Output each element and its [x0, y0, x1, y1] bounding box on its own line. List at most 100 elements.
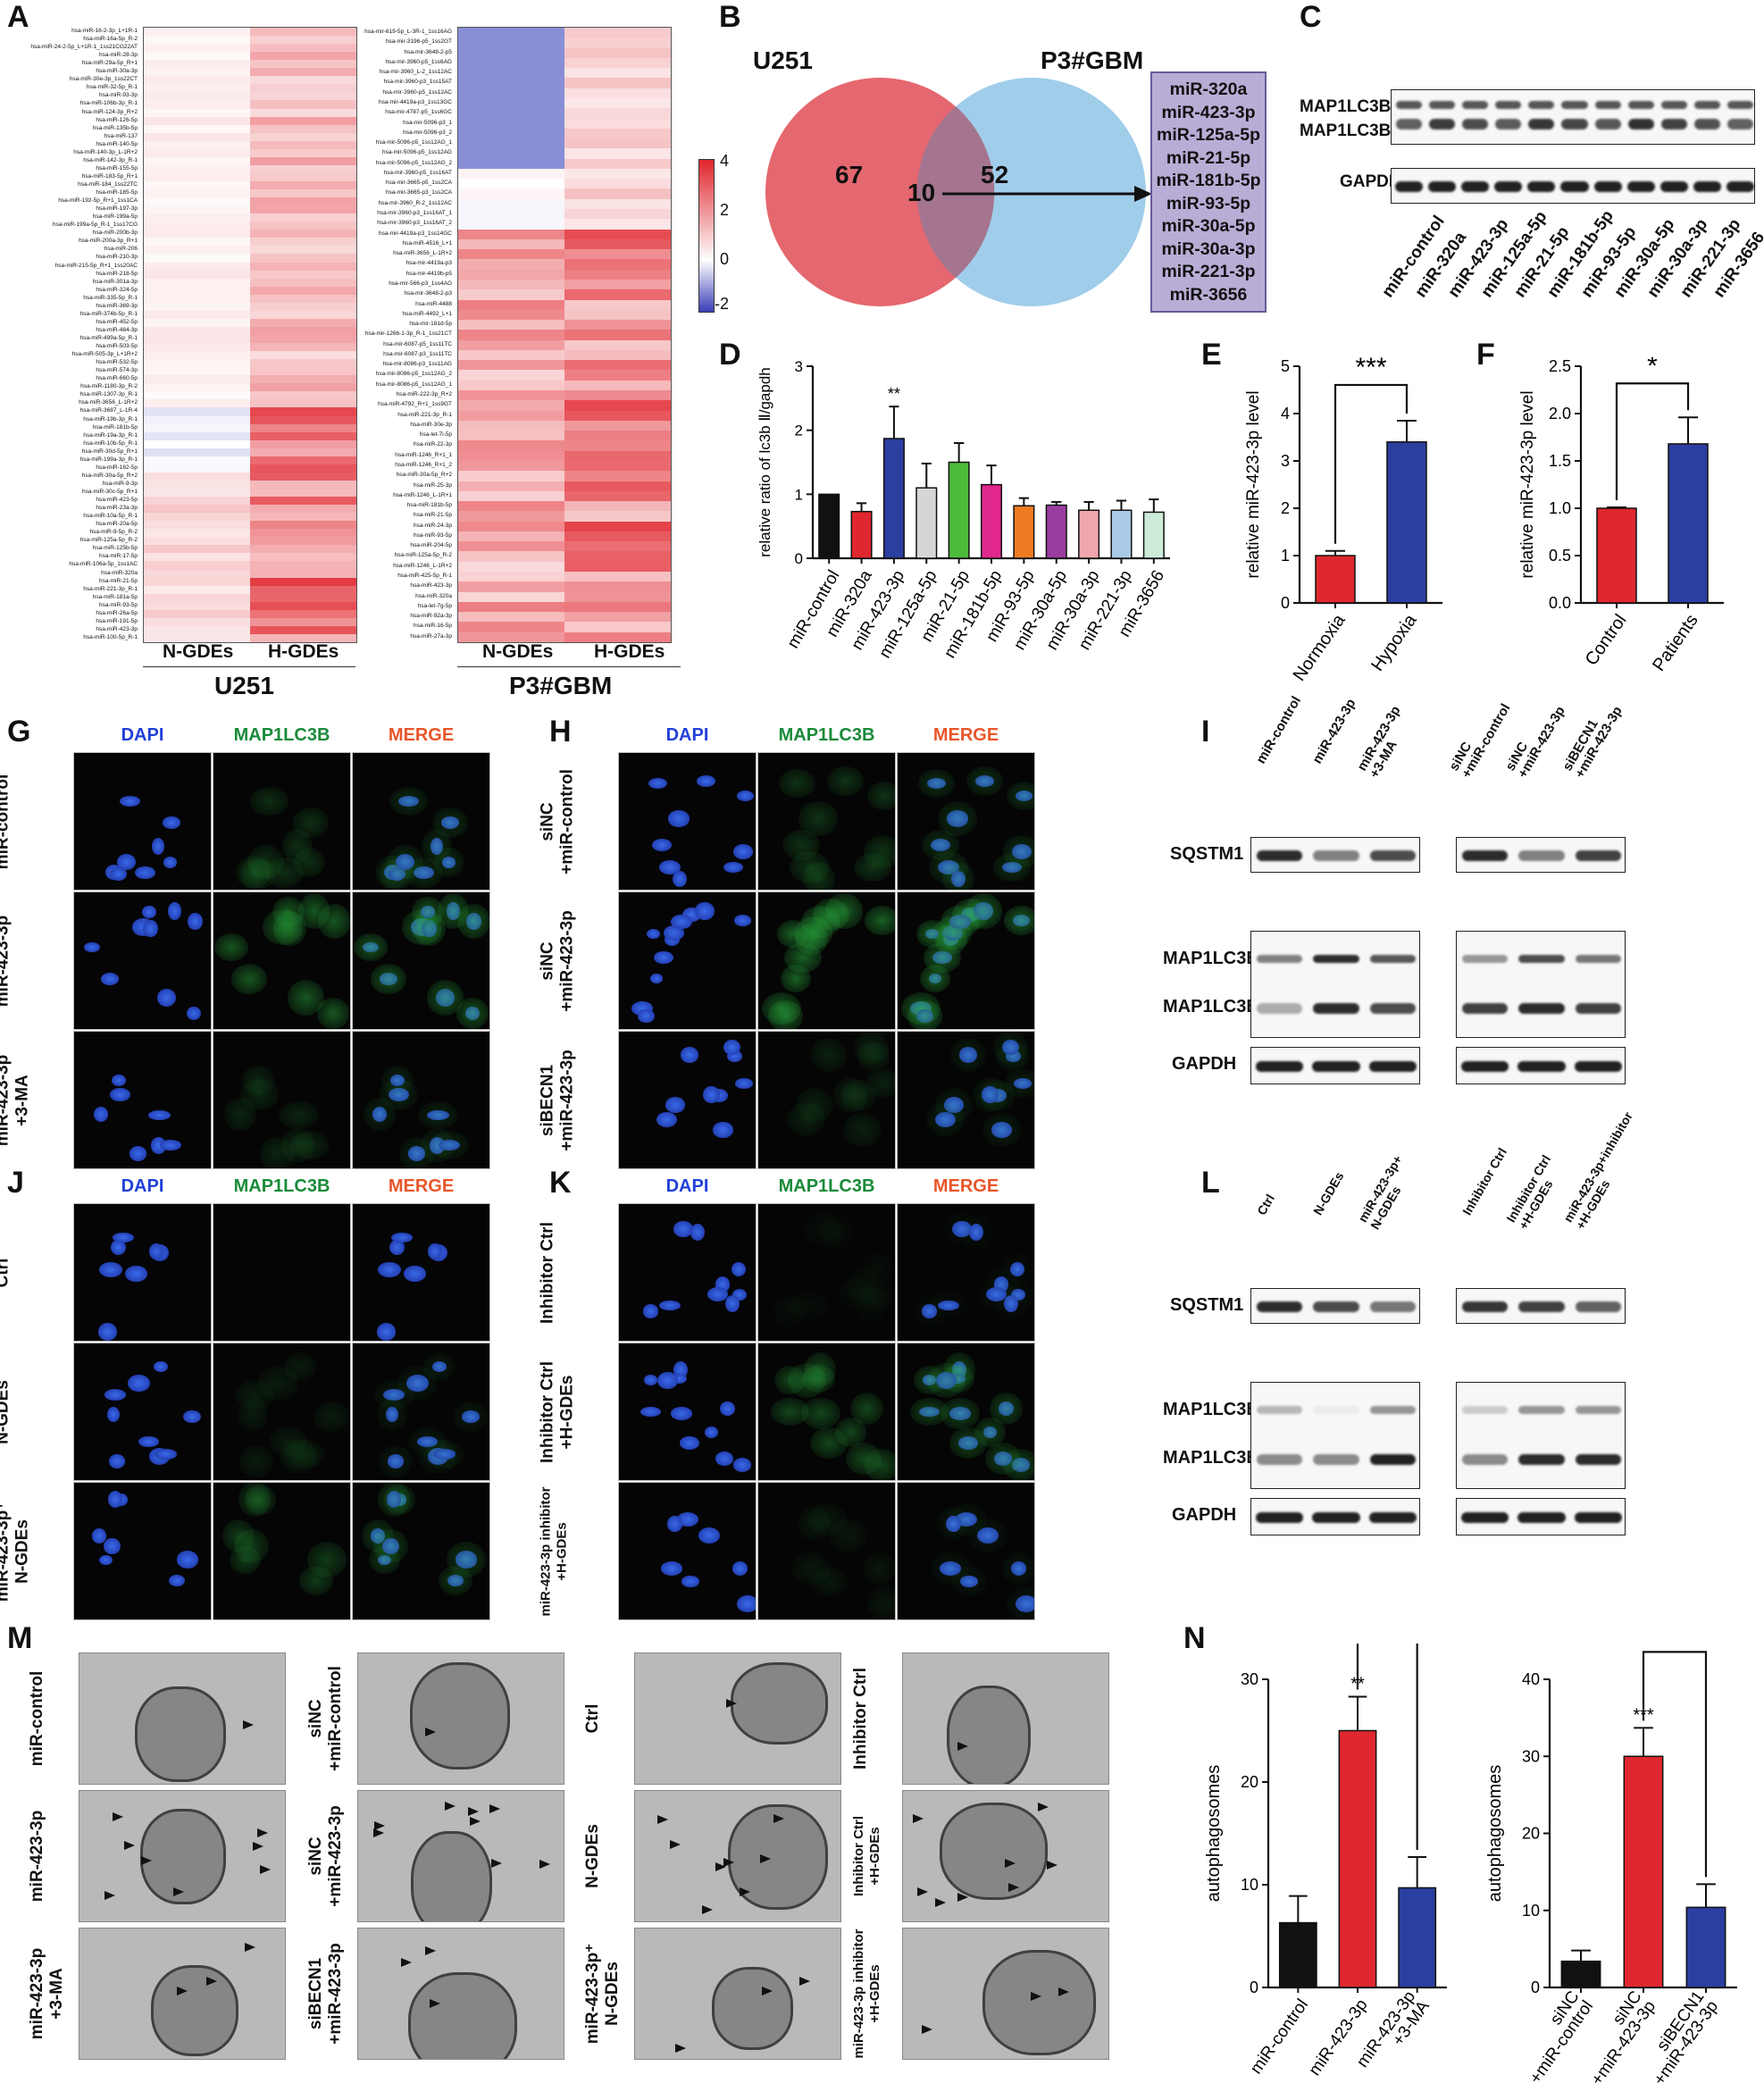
heatmap-row-label: hsa-miR-20a-5p	[96, 521, 138, 528]
nucleus	[113, 1232, 135, 1243]
heatmap-cell	[144, 76, 250, 85]
lc3-signal	[767, 1000, 803, 1029]
heatmap-cell	[458, 330, 564, 341]
band-lc3b2	[1575, 1454, 1621, 1465]
heatmap-row-label: hsa-miR-32-5p_R-1	[86, 84, 138, 91]
bar	[882, 438, 905, 559]
heatmap-row-label: hsa-mir-4419a-p3_1ss14GC	[378, 230, 452, 237]
nucleus	[112, 1075, 127, 1087]
nucleus	[163, 816, 181, 829]
chart-n-left: 0 10 20 30 autophagosomes miR-control miR-423-…	[1204, 1644, 1447, 2079]
heatmap-cell	[144, 238, 250, 247]
heatmap-cell	[564, 349, 671, 361]
nucleus	[976, 1527, 999, 1544]
heatmap-row-label: hsa-mir-6087-p5_1ss11TC	[383, 340, 452, 347]
heatmap-cell	[144, 431, 250, 441]
colorbar-tick-4: 4	[720, 152, 730, 170]
lc3-signal	[306, 1542, 347, 1577]
heatmap-row-label: hsa-miR-100-5p_R-1	[83, 633, 138, 640]
heatmap-row-label: hsa-miR-25-3p	[414, 481, 452, 489]
lc3-signal	[864, 906, 895, 935]
nucleus	[148, 1243, 163, 1259]
nucleus	[98, 1261, 122, 1278]
heatmap-cell	[144, 262, 250, 272]
lc3-signal	[377, 1483, 410, 1517]
heatmap-row-label: hsa-mir-5096-p3_1	[403, 119, 452, 126]
band-gapdh	[1574, 1512, 1622, 1523]
lc3-signal	[850, 1392, 884, 1426]
merge-image	[352, 1482, 490, 1620]
heatmap-cell	[564, 238, 671, 250]
arrow-icon	[773, 1813, 784, 1823]
heatmap-cell	[250, 28, 356, 37]
colorbar-tick-0: 0	[720, 250, 730, 268]
heatmap-row-label: hsa-miR-17-5p	[99, 553, 138, 560]
nucleus	[712, 1122, 733, 1138]
heatmap-row-label: hsa-miR-185-5p	[96, 189, 138, 197]
band-lc3b2	[1495, 119, 1522, 130]
heatmap-u251-row-labels: hsa-miR-16-2-3p_L+1R-1 hsa-miR-16a-5p_R-2…	[0, 27, 139, 641]
heatmap-row-label: hsa-mir-619-5p_L-3R-1_1ss16AG	[364, 29, 452, 35]
bar	[1668, 443, 1709, 604]
band-lc3b2	[1627, 119, 1654, 130]
band-lc3b1	[1660, 101, 1687, 109]
heatmap-cell	[564, 601, 671, 613]
bar	[948, 461, 970, 559]
dapi-image	[618, 1031, 757, 1169]
band-sqstm1	[1518, 1301, 1565, 1312]
blot-lane-label: siNC +miR-423-3p	[1502, 703, 1569, 781]
heatmap-row-label: hsa-miR-93-3p	[99, 92, 138, 99]
nucleus	[654, 951, 674, 965]
blot-lane-label: miR-control	[1253, 693, 1305, 766]
if-row-label: miR-423-3p⁺ N-GDEs	[0, 1501, 32, 1602]
lc3-image	[213, 891, 351, 1030]
heatmap-p3-col-n: N-GDEs	[482, 641, 554, 662]
arrow-icon	[425, 1728, 437, 1737]
arrow-icon	[489, 1803, 500, 1813]
arrow-icon	[957, 1741, 969, 1751]
lc3-signal	[284, 1440, 325, 1468]
heatmap-cell	[144, 545, 250, 554]
heatmap-cell	[458, 269, 564, 280]
nucleus	[183, 1410, 201, 1424]
heatmap-cell	[144, 254, 250, 264]
heatmap-cell	[564, 249, 671, 260]
bar	[1078, 509, 1100, 559]
blot-sqstm1	[1250, 837, 1420, 873]
heatmap-cell	[144, 375, 250, 384]
lc3-signal	[992, 1032, 1029, 1065]
lc3-signal	[240, 1078, 279, 1111]
nucleus	[421, 905, 436, 919]
y-tick-label: 3	[1281, 452, 1290, 470]
heatmap-cell	[144, 100, 250, 110]
heatmap-row-label: hsa-miR-324-5p	[96, 286, 138, 293]
if-header-dapi: DAPI	[121, 725, 164, 745]
heatmap-cell	[250, 44, 356, 53]
heatmap-row-label: hsa-miR-4492_L+1	[402, 310, 452, 317]
lc3-signal	[798, 1506, 831, 1541]
nucleus	[935, 1111, 957, 1128]
heatmap-row-label: hsa-miR-23a-3p	[96, 505, 138, 512]
lc3-signal	[437, 893, 469, 929]
lc3-signal	[982, 1113, 1021, 1147]
heatmap-cell	[458, 339, 564, 351]
significance-bracket	[1615, 382, 1690, 500]
lc3-signal	[812, 1566, 848, 1597]
arrow-icon	[656, 1815, 668, 1825]
heatmap-row-label: hsa-miR-499a-5p_R-1	[79, 335, 138, 341]
if-row-label: miR-control	[0, 774, 13, 869]
band-gapdh	[1560, 181, 1589, 192]
heatmap-cell	[144, 270, 250, 280]
lc3-signal	[810, 1038, 848, 1073]
venn-mir-item: miR-423-3p	[1161, 102, 1256, 122]
heatmap-row-label: hsa-miR-301a-3p	[92, 278, 138, 285]
band-lc3b1	[1726, 101, 1753, 109]
arrow-icon	[401, 1957, 413, 1967]
heatmap-cell	[564, 168, 671, 180]
merge-image	[897, 1203, 1035, 1342]
heatmap-row-label: hsa-let-7g-5p	[417, 602, 452, 609]
heatmap-cell	[458, 249, 564, 260]
heatmap-cell	[144, 52, 250, 61]
heatmap-row-label: hsa-miR-16-2-3p_L+1R-1	[71, 28, 138, 34]
lc3-signal	[922, 830, 960, 861]
